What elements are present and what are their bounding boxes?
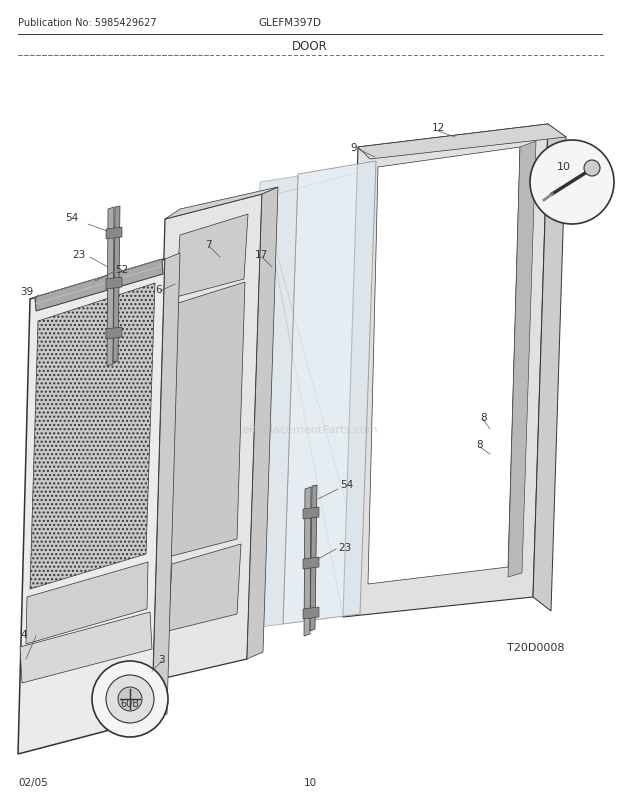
Circle shape [530, 141, 614, 225]
Polygon shape [508, 142, 536, 577]
Polygon shape [303, 607, 319, 619]
Polygon shape [245, 176, 298, 630]
Polygon shape [20, 612, 152, 683]
Text: T20D0008: T20D0008 [508, 642, 565, 652]
Polygon shape [283, 162, 376, 624]
Text: 02/05: 02/05 [18, 777, 48, 787]
Polygon shape [106, 228, 122, 240]
Text: 9: 9 [350, 143, 356, 153]
Text: 10: 10 [557, 162, 571, 172]
Text: 60B: 60B [120, 698, 140, 708]
Polygon shape [106, 327, 122, 339]
Polygon shape [152, 195, 262, 681]
Polygon shape [30, 284, 155, 589]
Text: 54: 54 [340, 480, 353, 489]
Polygon shape [247, 188, 278, 659]
Text: DOOR: DOOR [292, 40, 328, 53]
Polygon shape [303, 557, 319, 569]
Polygon shape [106, 277, 122, 290]
Polygon shape [168, 545, 241, 631]
Text: 39: 39 [20, 286, 33, 297]
Circle shape [106, 675, 154, 723]
Polygon shape [343, 125, 548, 618]
Polygon shape [18, 260, 165, 754]
Text: eReplacementParts.com: eReplacementParts.com [242, 424, 378, 435]
Polygon shape [35, 260, 163, 312]
Text: 23: 23 [72, 249, 85, 260]
Text: 8: 8 [476, 439, 482, 449]
Text: 3: 3 [158, 654, 165, 664]
Polygon shape [368, 148, 520, 585]
Circle shape [92, 661, 168, 737]
Text: 54: 54 [64, 213, 78, 223]
Circle shape [584, 160, 600, 176]
Circle shape [118, 687, 142, 711]
Text: 6: 6 [155, 285, 162, 294]
Text: 7: 7 [205, 240, 211, 249]
Polygon shape [304, 488, 311, 636]
Polygon shape [303, 508, 319, 520]
Text: 4: 4 [20, 630, 27, 639]
Polygon shape [113, 207, 120, 363]
Text: GLEFM397D: GLEFM397D [259, 18, 322, 28]
Polygon shape [168, 282, 245, 557]
Text: 17: 17 [255, 249, 268, 260]
Polygon shape [165, 188, 278, 220]
Text: 12: 12 [432, 123, 445, 133]
Text: 23: 23 [338, 542, 352, 553]
Text: 10: 10 [303, 777, 317, 787]
Text: 8: 8 [480, 412, 487, 423]
Text: 52: 52 [115, 265, 128, 274]
Text: Publication No: 5985429627: Publication No: 5985429627 [18, 18, 157, 28]
Polygon shape [533, 125, 566, 611]
Polygon shape [152, 253, 180, 719]
Polygon shape [176, 215, 248, 298]
Polygon shape [26, 562, 148, 644]
Polygon shape [358, 125, 566, 160]
Polygon shape [107, 208, 114, 367]
Polygon shape [310, 485, 317, 631]
